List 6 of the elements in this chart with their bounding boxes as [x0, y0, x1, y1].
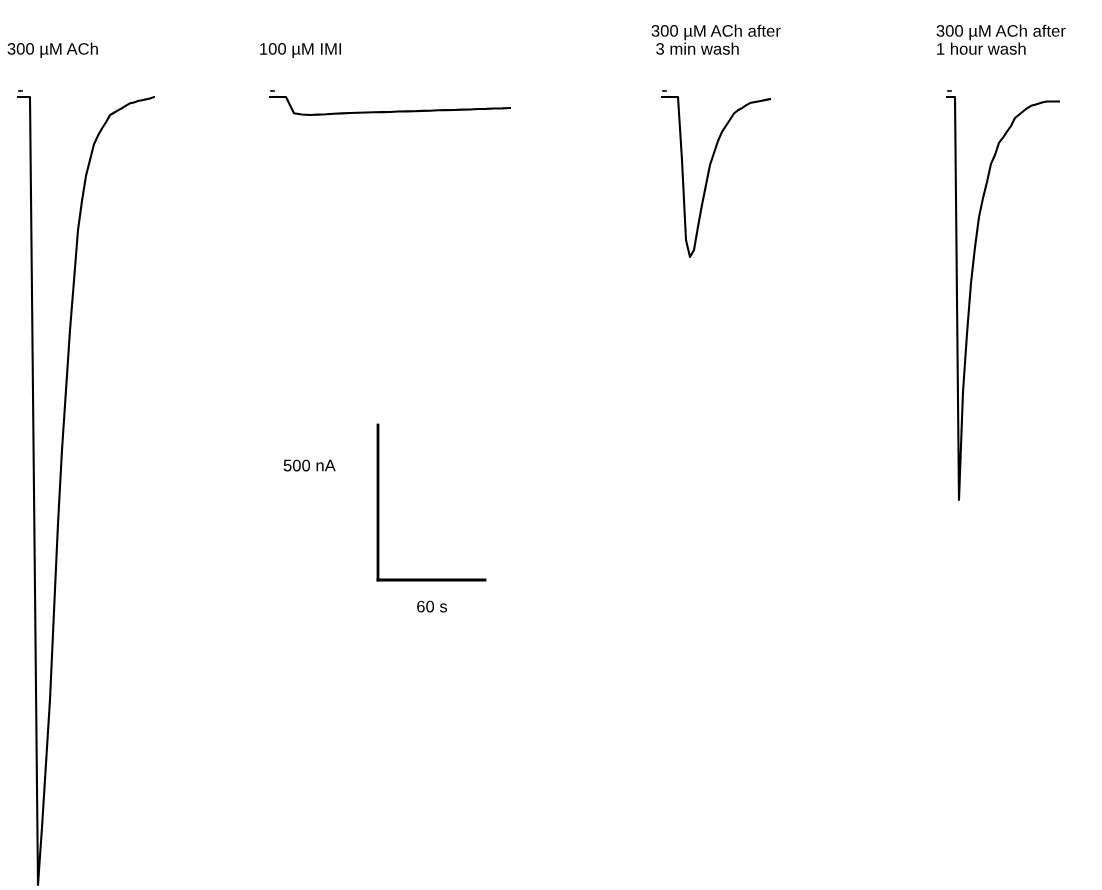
text: 500 nA: [283, 459, 336, 472]
text: 60 s: [417, 600, 448, 613]
chart-title: 300 µM ACh after 3 min wash: [651, 24, 781, 55]
chart-title: 300 µM ACh after 1 hour wash: [936, 24, 1066, 55]
chart-title: 100 µM IMI: [260, 43, 342, 59]
chart-title: 300 µM ACh: [7, 42, 98, 59]
